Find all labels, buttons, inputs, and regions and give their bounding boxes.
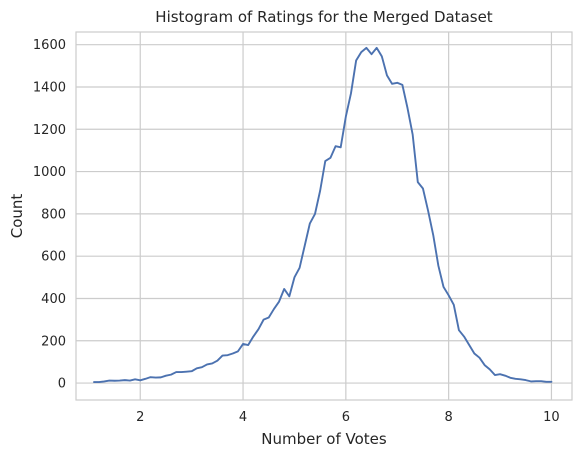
y-tick-label: 600 (41, 250, 66, 265)
y-tick-label: 1200 (33, 123, 66, 138)
plot-area (76, 32, 572, 400)
y-tick-label: 800 (41, 207, 66, 222)
y-tick-label: 1600 (33, 38, 66, 53)
series-line (93, 46, 553, 383)
x-tick-label: 8 (445, 410, 453, 425)
y-tick-label: 0 (58, 377, 66, 392)
x-tick-label: 10 (543, 410, 560, 425)
y-axis-label: Count (8, 194, 26, 239)
x-tick-label: 4 (239, 410, 247, 425)
x-tick-label: 6 (342, 410, 350, 425)
chart-title: Histogram of Ratings for the Merged Data… (155, 8, 493, 26)
y-tick-label: 1400 (33, 80, 66, 95)
y-tick-label: 1000 (33, 165, 66, 180)
y-axis-ticks: 0 200 400 600 800 1000 1200 1400 1600 (33, 38, 66, 391)
plot-frame (75, 31, 573, 401)
series-group (93, 46, 553, 383)
x-axis-label: Number of Votes (261, 430, 387, 448)
y-tick-label: 400 (41, 292, 66, 307)
y-tick-label: 200 (41, 334, 66, 349)
x-axis-ticks: 2 4 6 8 10 (136, 410, 560, 425)
x-tick-label: 2 (136, 410, 144, 425)
